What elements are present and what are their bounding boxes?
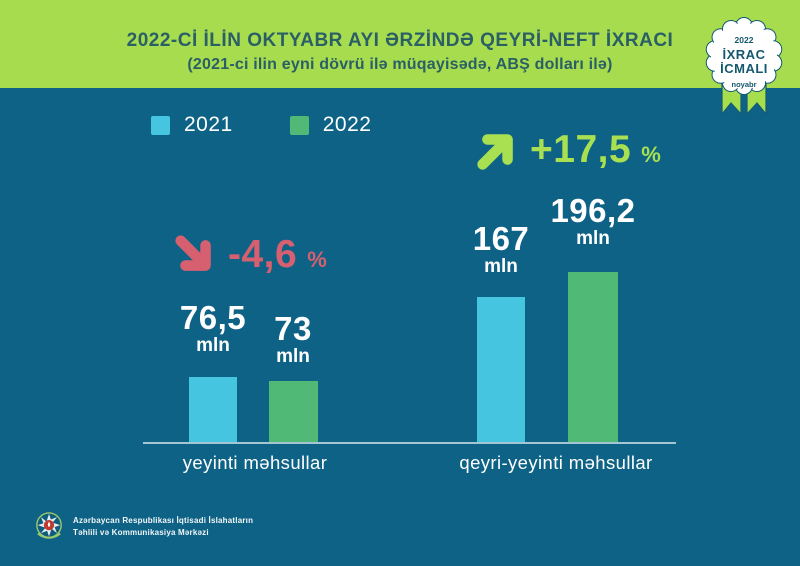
value-label-food-2021: 76,5 mln	[143, 299, 283, 357]
badge-title-line1: İXRAC	[723, 47, 766, 62]
org-emblem-icon	[36, 512, 62, 539]
footer: Azərbaycan Respublikası İqtisadi İslahat…	[34, 510, 253, 544]
edition-badge: 2022 İXRAC İCMALI noyabr	[699, 12, 789, 120]
bar-nonfood-2022	[568, 272, 618, 442]
decrease-arrow-icon	[175, 235, 211, 271]
badge-month: noyabr	[731, 80, 756, 89]
badge-title-line2: İCMALI	[720, 61, 768, 76]
legend-swatch-2021	[151, 115, 170, 135]
food-percent-sign: %	[307, 247, 327, 272]
legend-swatch-2022	[289, 115, 309, 135]
value-label-food-2022: 73 mln	[223, 310, 363, 368]
legend-item-2021: 2021	[151, 113, 233, 137]
value-number: 167	[472, 220, 530, 257]
legend-label-2021: 2021	[184, 113, 233, 136]
value-number: 76,5	[179, 299, 247, 336]
nonfood-change-indicator: +17,5 %	[474, 127, 661, 173]
value-label-nonfood-2021: 167 mln	[431, 220, 571, 278]
chart-legend: 2021 2022	[151, 113, 371, 137]
value-label-nonfood-2022: 196,2 mln	[523, 192, 663, 250]
bar-nonfood-2021	[477, 297, 525, 442]
nonfood-change-value: +17,5	[530, 128, 632, 171]
value-number: 196,2	[550, 192, 636, 229]
legend-item-2022: 2022	[289, 113, 372, 137]
seal-ribbon-icon: 2022 İXRAC İCMALI noyabr	[705, 17, 783, 116]
food-change-value: -4,6	[228, 233, 298, 276]
value-unit: mln	[576, 228, 610, 249]
category-label-nonfood: qeyri-yeyinti məhsullar	[459, 452, 653, 473]
header-banner: 2022-Cİ İLİN OKTYABR AYI ƏRZİNDƏ QEYRİ-N…	[0, 0, 800, 88]
org-name-line2: Təhlili və Kommunikasiya Mərkəzi	[73, 528, 209, 537]
badge-year: 2022	[735, 35, 754, 45]
page-subtitle: (2021-ci ilin eyni dövrü ilə müqayisədə,…	[187, 56, 613, 73]
nonfood-percent-sign: %	[641, 142, 661, 167]
org-name-line1: Azərbaycan Respublikası İqtisadi İslahat…	[73, 516, 254, 525]
org-name: Azərbaycan Respublikası İqtisadi İslahat…	[73, 515, 253, 539]
value-number: 73	[274, 310, 312, 347]
page-title: 2022-Cİ İLİN OKTYABR AYI ƏRZİNDƏ QEYRİ-N…	[126, 30, 674, 51]
axis-baseline	[143, 442, 676, 444]
increase-arrow-icon	[477, 134, 513, 170]
value-unit: mln	[196, 335, 230, 356]
value-unit: mln	[484, 256, 518, 277]
value-unit: mln	[276, 346, 310, 367]
bar-food-2021	[189, 377, 237, 442]
bar-food-2022	[269, 381, 318, 442]
legend-label-2022: 2022	[322, 113, 372, 136]
food-change-indicator: -4,6 %	[172, 232, 327, 278]
category-label-food: yeyinti məhsullar	[182, 452, 328, 473]
